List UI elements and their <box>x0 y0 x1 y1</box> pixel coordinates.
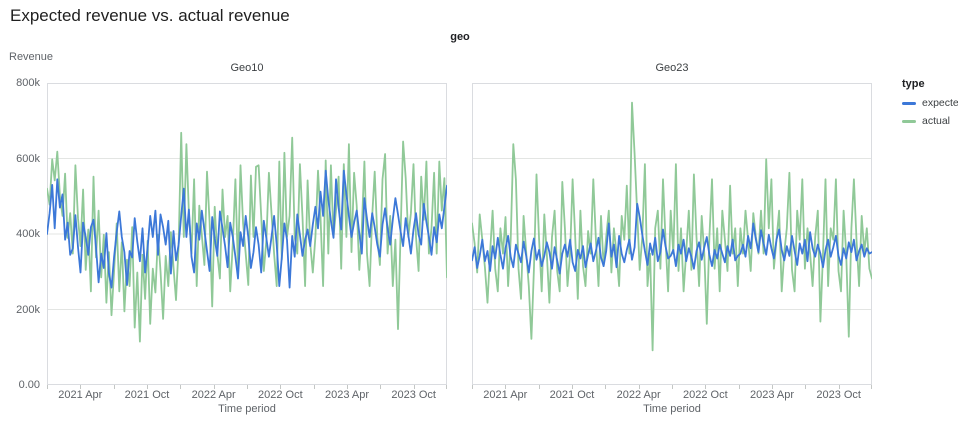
x-tick-label: 2023 Oct <box>391 389 436 401</box>
legend-entry-expected[interactable]: expected <box>902 97 958 109</box>
legend-label: actual <box>922 115 951 127</box>
facet-field-label: geo <box>450 31 470 43</box>
x-tick <box>538 385 540 389</box>
x-tick <box>772 385 773 389</box>
y-tick-label: 800k <box>16 77 40 89</box>
x-tick <box>638 385 640 389</box>
line-chart-geo10[interactable] <box>47 83 447 385</box>
facet-panel-geo10: Geo10 Time period 2021 Apr 2021 Oct 2022 A… <box>47 62 447 415</box>
x-tick <box>313 385 315 389</box>
series-expected-line <box>47 169 447 289</box>
x-tick <box>446 385 447 389</box>
x-tick <box>147 385 148 389</box>
series-actual-line <box>472 101 872 352</box>
x-tick <box>413 385 415 389</box>
x-tick-label: 2022 Apr <box>616 389 661 401</box>
x-tick-label: 2021 Apr <box>58 389 103 401</box>
x-tick <box>672 385 673 389</box>
x-tick-label: 2022 Oct <box>258 389 303 401</box>
legend-title: type <box>902 78 925 90</box>
x-tick <box>705 385 707 389</box>
x-tick <box>280 385 282 389</box>
y-tick-label: 400k <box>16 228 40 240</box>
x-tick-label: 2022 Apr <box>191 389 236 401</box>
y-tick-label: 200k <box>16 303 40 316</box>
x-tick <box>213 385 215 389</box>
x-tick-label: 2023 Apr <box>749 389 795 401</box>
x-tick-label: 2023 Oct <box>816 389 861 401</box>
legend-entry-actual[interactable]: actual <box>902 115 958 127</box>
x-tick-label: 2023 Apr <box>324 389 370 401</box>
legend-swatch-actual-icon <box>902 119 916 123</box>
x-tick <box>47 385 48 389</box>
x-tick-label: 2021 Apr <box>483 389 528 401</box>
x-tick <box>572 385 573 389</box>
x-tick <box>605 385 607 389</box>
x-axis-title: Time period <box>643 403 701 415</box>
line-chart-geo23[interactable] <box>472 83 872 385</box>
y-tick-label: 0.00 <box>18 379 40 391</box>
x-tick <box>505 385 507 389</box>
legend-swatch-expected-icon <box>902 101 916 105</box>
x-tick <box>838 385 840 389</box>
page-title: Expected revenue vs. actual revenue <box>10 6 290 25</box>
facet-title: Geo23 <box>655 62 689 74</box>
x-tick-label: 2021 Oct <box>124 389 170 401</box>
facet-title: Geo10 <box>230 62 264 74</box>
x-tick <box>347 385 348 389</box>
x-tick <box>738 385 740 389</box>
x-tick <box>472 385 473 389</box>
x-tick-label: 2022 Oct <box>683 389 728 401</box>
y-axis-title: Revenue <box>9 51 54 63</box>
x-tick <box>380 385 382 389</box>
y-tick-label: 600k <box>16 152 40 165</box>
legend: type expected actual <box>902 78 958 133</box>
series-expected-line <box>472 202 872 275</box>
legend-label: expected <box>922 97 958 109</box>
x-tick <box>805 385 807 389</box>
facet-panel-geo23: Geo23 Time period 2021 Apr 2021 Oct 2022 A… <box>472 62 872 415</box>
x-tick <box>247 385 248 389</box>
x-tick <box>113 385 115 389</box>
x-tick <box>871 385 872 389</box>
x-tick <box>180 385 182 389</box>
x-tick <box>80 385 82 389</box>
x-axis-title: Time period <box>218 403 276 415</box>
x-tick-label: 2021 Oct <box>549 389 595 401</box>
